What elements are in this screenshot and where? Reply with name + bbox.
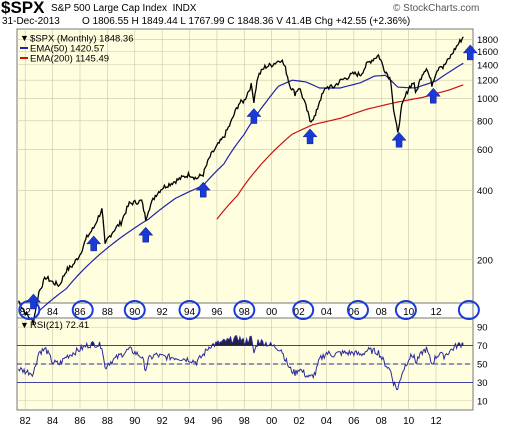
rsi-x-tick-label: 08 [376,416,388,427]
price-x-tick-label: 88 [102,307,114,318]
rsi-x-tick-label: 98 [239,416,251,427]
rsi-y-tick-label: 10 [477,396,488,407]
rsi-x-tick-label: 82 [20,416,32,427]
rsi-x-tick-label: 92 [157,416,169,427]
buy-signal-arrow [302,128,318,145]
ticker-symbol: $SPX [1,0,45,17]
rsi-x-tick-label: 94 [184,416,196,427]
highlight-circle [292,300,315,320]
highlight-circle [233,300,256,320]
price-x-tick-label: 92 [157,307,169,318]
index-name: S&P 500 Large Cap Index INDX [51,3,196,14]
rsi-x-tick-label: 84 [47,416,59,427]
annotations [18,44,480,320]
price-x-tick-label: 98 [239,307,251,318]
quote-date: 31-Dec-2013 [2,16,60,27]
highlight-circle [71,300,94,320]
highlight-circle [457,300,480,320]
price-x-tick-label: 90 [129,307,141,318]
buy-signal-arrow [195,181,211,198]
price-x-tick-label: 02 [294,307,306,318]
rsi-x-tick-label: 12 [430,416,442,427]
buy-signal-arrow [86,235,102,252]
price-legend-label: $SPX (Monthly) 1848.36 [30,34,134,45]
highlight-circle [394,300,417,320]
price-x-tick-label: 96 [211,307,223,318]
index-name-text: S&P 500 Large Cap Index [51,3,168,14]
rsi-x-tick-label: 96 [211,416,223,427]
buy-signal-arrow [425,87,441,104]
rsi-legend-label: RSI(21) 72.41 [30,320,89,331]
price-y-tick-label: 1800 [477,35,498,46]
rsi-legend: ▼ RSI(21) 72.41 [20,320,89,331]
price-x-tick-label: 06 [348,307,360,318]
price-y-tick-label: 600 [477,145,493,156]
rsi-x-tick-label: 06 [348,416,360,427]
highlight-circle [178,300,201,320]
rsi-x-tick-label: 90 [129,416,141,427]
rsi-x-tick-label: 86 [74,416,86,427]
price-y-tick-label: 800 [477,116,493,127]
highlight-circle [346,300,369,320]
price-y-tick-label: 1400 [477,60,498,71]
price-panel [16,28,474,304]
rsi-y-tick-label: 30 [477,378,488,389]
rsi-legend-swatch: ▼ [20,320,29,330]
buy-signal-arrow [391,131,407,148]
price-x-tick-label: 94 [184,307,196,318]
price-grid [17,29,473,303]
price-x-tick-label: 86 [74,307,86,318]
price-x-tick-label: 10 [403,307,415,318]
rsi-y-tick-label: 50 [477,360,488,371]
spx-price-line [17,36,464,325]
stockcharts-watermark: © StockCharts.com [393,3,480,14]
buy-signal-arrow [138,226,154,243]
rsi-x-tick-label: 88 [102,416,114,427]
rsi-x-tick-label: 10 [403,416,415,427]
rsi-y-axis: 10 30 50 70 90 [477,323,488,408]
price-y-tick-label: 1200 [477,76,498,87]
price-legend-label: EMA(50) 1420.57 [30,44,104,55]
rsi-x-tick-label: 00 [266,416,278,427]
price-x-tick-label: 00 [266,307,278,318]
price-x-tick-label: 04 [321,307,333,318]
price-x-tick-label: 12 [430,307,442,318]
rsi-line [17,335,464,391]
ema200-line [216,84,464,220]
ohlc-summary: O 1806.55 H 1849.44 L 1767.99 C 1848.36 … [82,16,411,27]
price-y-tick-label: 200 [477,255,493,266]
rsi-x-tick-label: 04 [321,416,333,427]
price-x-axis: 82 84 86 88 90 92 94 96 98 00 02 04 06 08 10 12 [20,307,442,318]
rsi-y-tick-label: 90 [477,323,488,334]
highlight-circle [123,300,146,320]
price-x-tick-label: 82 [20,307,32,318]
price-legend-swatch: ▼ [20,33,29,43]
price-legend-label: EMA(200) 1145.49 [30,54,109,65]
buy-signal-arrow [25,293,41,310]
price-y-tick-label: 400 [477,186,493,197]
price-y-tick-label: 1600 [477,47,498,58]
price-x-tick-label: 84 [47,307,59,318]
price-x-tick-label: 08 [376,307,388,318]
rsi-plot [17,335,464,391]
buy-signal-arrow [246,108,262,124]
rsi-x-axis: 82 84 86 88 90 92 94 96 98 00 02 04 06 08 10 12 [20,416,442,427]
buy-signal-arrow [462,44,478,61]
price-y-tick-label: 1000 [477,94,498,105]
rsi-x-tick-label: 02 [294,416,306,427]
exchange-label: INDX [172,3,197,14]
rsi-y-tick-label: 70 [477,341,488,352]
